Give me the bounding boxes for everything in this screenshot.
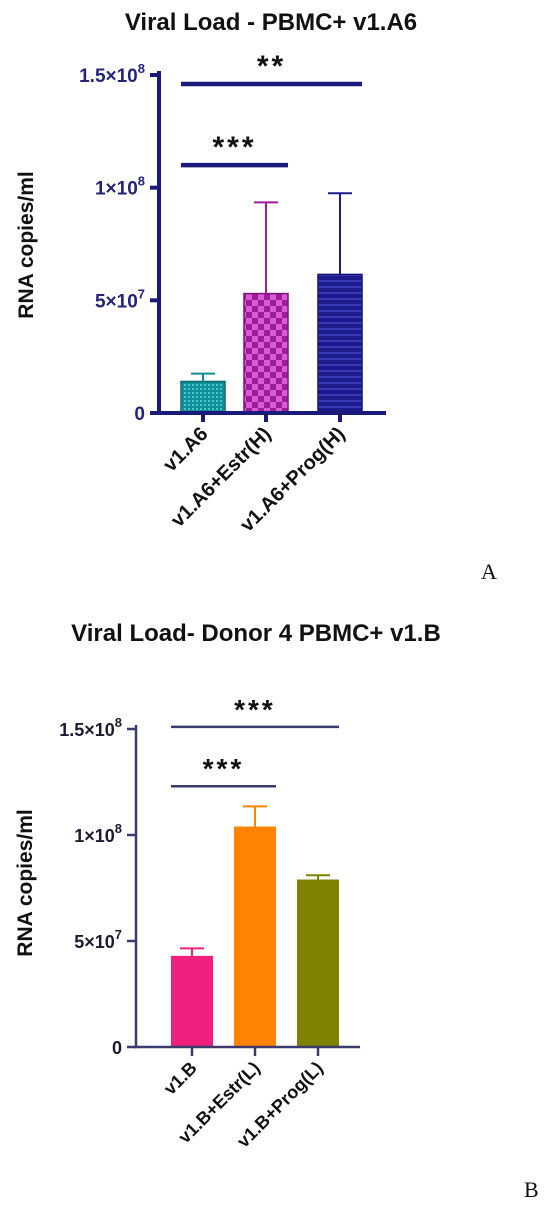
panel-label: A — [481, 559, 497, 584]
y-tick-label-0: 0 — [112, 1038, 122, 1058]
y-tick-label-1: 5×107 — [95, 286, 145, 312]
significance-label-1: ** — [257, 50, 286, 83]
x-tick-label-0: v1.B — [160, 1058, 201, 1099]
significance-label-0: *** — [203, 753, 245, 784]
y-tick-label-3: 1.5×108 — [59, 715, 122, 740]
bar-0 — [180, 380, 226, 414]
significance-label-1: *** — [234, 694, 276, 725]
y-axis-label: RNA copies/ml — [14, 809, 37, 956]
y-tick-label-0: 0 — [134, 404, 145, 425]
y-tick-label-2: 1×108 — [74, 821, 122, 846]
bar-2 — [317, 273, 363, 414]
significance-label-0: *** — [212, 131, 256, 164]
chart-panel-b: Viral Load- Donor 4 PBMC+ v1.B RNA copie… — [14, 620, 539, 1202]
bar-1 — [234, 826, 276, 1047]
bar-0 — [171, 955, 213, 1047]
chart-panel-a: Viral Load - PBMC+ v1.A6 RNA copies/ml A… — [15, 9, 497, 584]
x-tick-label-0: v1.A6 — [159, 423, 212, 476]
chart-title: Viral Load- Donor 4 PBMC+ v1.B — [71, 620, 441, 647]
y-axis-label: RNA copies/ml — [15, 171, 38, 318]
y-tick-label-2: 1×108 — [95, 174, 145, 200]
y-tick-label-3: 1.5×108 — [79, 61, 145, 87]
y-tick-label-1: 5×107 — [74, 927, 122, 952]
bar-1 — [243, 292, 289, 414]
chart-title: Viral Load - PBMC+ v1.A6 — [125, 9, 417, 36]
bar-2 — [297, 879, 339, 1047]
panel-label: B — [524, 1177, 539, 1202]
